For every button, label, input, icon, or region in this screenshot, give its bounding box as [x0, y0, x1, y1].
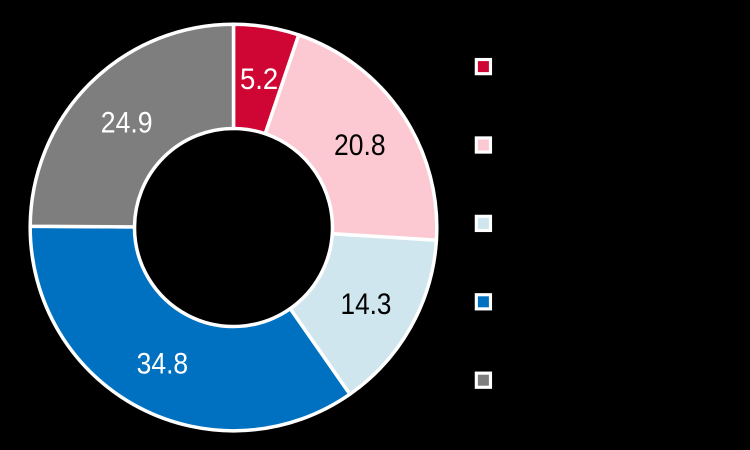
svg-text:24.9: 24.9 [101, 106, 153, 139]
svg-text:5.2: 5.2 [240, 63, 278, 96]
svg-text:14.3: 14.3 [341, 288, 392, 321]
svg-text:20.8: 20.8 [334, 129, 386, 162]
svg-text:34.8: 34.8 [137, 347, 189, 380]
